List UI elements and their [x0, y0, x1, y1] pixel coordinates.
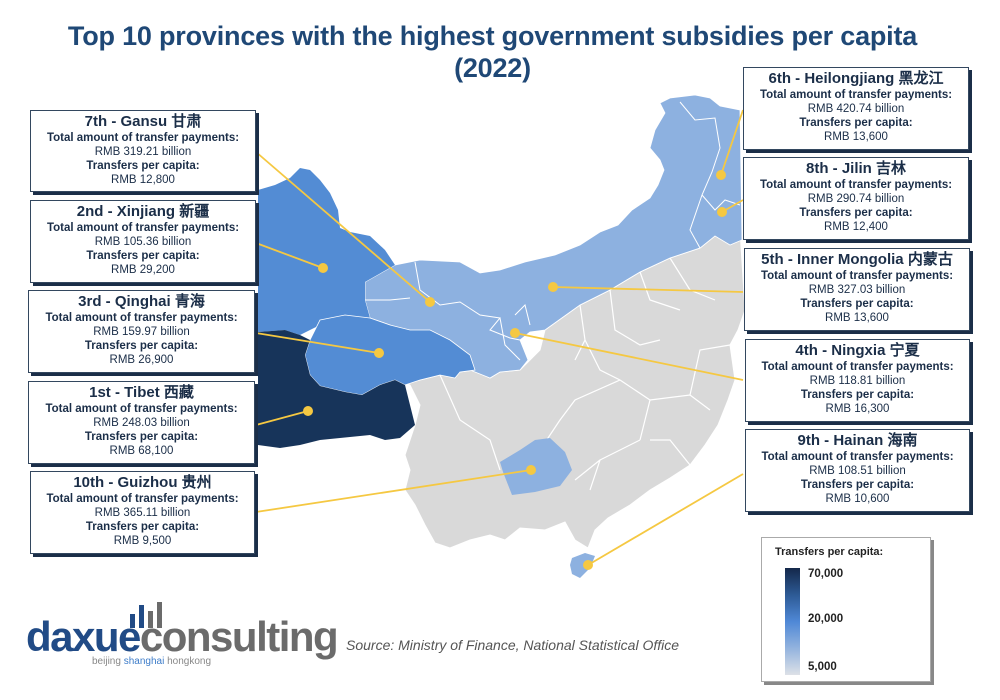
card-heading: 2nd - Xinjiang 新疆: [76, 203, 210, 220]
color-legend: Transfers per capita: 70,000 20,000 5,00…: [761, 537, 931, 682]
province-card-ningxia: 4th - Ningxia 宁夏 Total amount of transfe…: [745, 339, 970, 422]
card-total-value: RMB 108.51 billion: [809, 465, 906, 477]
logo-word-daxue: daxue: [26, 613, 141, 660]
page-title: Top 10 provinces with the highest govern…: [0, 20, 985, 84]
marker-tibet: [303, 406, 313, 416]
card-per-capita-value: RMB 10,600: [825, 493, 890, 505]
card-per-capita-label: Transfers per capita:: [84, 431, 199, 443]
marker-qinghai: [374, 348, 384, 358]
marker-ningxia: [510, 328, 520, 338]
card-total-value: RMB 290.74 billion: [807, 193, 905, 205]
card-per-capita-label: Transfers per capita:: [799, 117, 913, 129]
province-card-guizhou: 10th - Guizhou 贵州 Total amount of transf…: [30, 471, 255, 554]
logo-tagline: beijing shanghai hongkong: [92, 656, 211, 667]
card-per-capita-label: Transfers per capita:: [800, 298, 914, 310]
province-markers: [303, 170, 727, 570]
card-total-label: Total amount of transfer payments:: [46, 493, 239, 505]
marker-gansu: [425, 297, 435, 307]
province-card-hainan: 9th - Hainan 海南 Total amount of transfer…: [745, 429, 970, 512]
tagline-shanghai: shanghai: [123, 656, 165, 667]
province-tibet: [258, 330, 415, 448]
card-total-label: Total amount of transfer payments:: [761, 361, 954, 373]
province-card-qinghai: 3rd - Qinghai 青海 Total amount of transfe…: [28, 290, 255, 373]
marker-inner-mongolia: [548, 282, 558, 292]
logo-word-consulting: consulting: [139, 613, 339, 660]
card-total-label: Total amount of transfer payments:: [45, 403, 238, 415]
card-per-capita-value: RMB 26,900: [109, 354, 174, 366]
title-line-2: (2022): [454, 53, 531, 83]
daxue-consulting-logo: daxueconsulting beijing shanghai hongkon…: [26, 600, 346, 675]
card-heading: 9th - Hainan 海南: [797, 432, 918, 449]
title-line-1: Top 10 provinces with the highest govern…: [67, 21, 918, 51]
province-card-xinjiang: 2nd - Xinjiang 新疆 Total amount of transf…: [30, 200, 256, 283]
bar-chart-icon: [130, 602, 162, 628]
province-boundary-lines-north: [365, 101, 741, 361]
card-per-capita-label: Transfers per capita:: [86, 160, 200, 172]
province-card-heilongjiang: 6th - Heilongjiang 黑龙江 Total amount of t…: [743, 67, 969, 150]
card-per-capita-label: Transfers per capita:: [86, 250, 200, 262]
marker-jilin: [717, 207, 727, 217]
legend-title: Transfers per capita:: [775, 546, 884, 558]
card-per-capita-value: RMB 12,800: [111, 174, 175, 186]
province-xinjiang: [258, 168, 395, 335]
card-heading: 4th - Ningxia 宁夏: [795, 342, 920, 359]
marker-guizhou: [526, 465, 536, 475]
card-total-value: RMB 159.97 billion: [93, 326, 190, 338]
leader-lines: [255, 109, 744, 566]
card-total-value: RMB 365.11 billion: [94, 507, 191, 519]
card-per-capita-value: RMB 68,100: [109, 445, 174, 457]
marker-heilongjiang: [716, 170, 726, 180]
card-total-label: Total amount of transfer payments:: [759, 89, 953, 101]
legend-tick-mid: 20,000: [808, 613, 844, 625]
legend-tick-max: 70,000: [808, 568, 844, 580]
card-heading: 5th - Inner Mongolia 内蒙古: [761, 251, 953, 268]
card-per-capita-value: RMB 12,400: [824, 221, 888, 233]
province-hainan: [570, 553, 595, 578]
province-guizhou: [500, 438, 572, 495]
source-note: Source: Ministry of Finance, National St…: [346, 637, 680, 653]
card-heading: 3rd - Qinghai 青海: [78, 293, 205, 310]
card-total-label: Total amount of transfer payments:: [45, 312, 238, 324]
card-per-capita-value: RMB 29,200: [111, 264, 175, 276]
card-total-label: Total amount of transfer payments:: [761, 451, 954, 463]
tagline-hongkong: hongkong: [164, 656, 212, 667]
province-card-jilin: 8th - Jilin 吉林 Total amount of transfer …: [743, 157, 969, 240]
province-card-inner-mongolia: 5th - Inner Mongolia 内蒙古 Total amount of…: [744, 248, 970, 331]
province-card-tibet: 1st - Tibet 西藏 Total amount of transfer …: [28, 381, 255, 464]
marker-xinjiang: [318, 263, 328, 273]
marker-hainan: [583, 560, 593, 570]
card-total-label: Total amount of transfer payments:: [46, 132, 240, 144]
card-per-capita-label: Transfers per capita:: [84, 340, 199, 352]
logo-wordmark: daxueconsulting: [26, 613, 339, 660]
card-total-value: RMB 105.36 billion: [94, 236, 192, 248]
card-per-capita-label: Transfers per capita:: [800, 479, 915, 491]
card-total-value: RMB 118.81 billion: [809, 375, 906, 387]
card-total-value: RMB 248.03 billion: [93, 417, 190, 429]
legend-gradient-bar: [785, 568, 800, 675]
card-per-capita-value: RMB 13,600: [825, 312, 889, 324]
card-per-capita-label: Transfers per capita:: [85, 521, 200, 533]
card-heading: 8th - Jilin 吉林: [805, 160, 906, 177]
card-total-value: RMB 327.03 billion: [808, 284, 906, 296]
card-heading: 6th - Heilongjiang 黑龙江: [768, 70, 944, 87]
card-per-capita-value: RMB 9,500: [113, 535, 172, 547]
card-per-capita-label: Transfers per capita:: [799, 207, 913, 219]
card-total-label: Total amount of transfer payments:: [760, 270, 954, 282]
legend-tick-min: 5,000: [808, 661, 837, 673]
card-per-capita-value: RMB 13,600: [824, 131, 888, 143]
card-total-value: RMB 319.21 billion: [94, 146, 192, 158]
card-heading: 1st - Tibet 西藏: [89, 384, 194, 401]
tagline-beijing: beijing: [92, 656, 124, 667]
card-per-capita-value: RMB 16,300: [825, 403, 890, 415]
card-heading: 10th - Guizhou 贵州: [73, 474, 212, 491]
card-total-label: Total amount of transfer payments:: [759, 179, 953, 191]
card-heading: 7th - Gansu 甘肃: [84, 113, 202, 130]
card-total-label: Total amount of transfer payments:: [46, 222, 240, 234]
card-per-capita-label: Transfers per capita:: [800, 389, 915, 401]
card-total-value: RMB 420.74 billion: [807, 103, 905, 115]
province-card-gansu: 7th - Gansu 甘肃 Total amount of transfer …: [30, 110, 256, 192]
